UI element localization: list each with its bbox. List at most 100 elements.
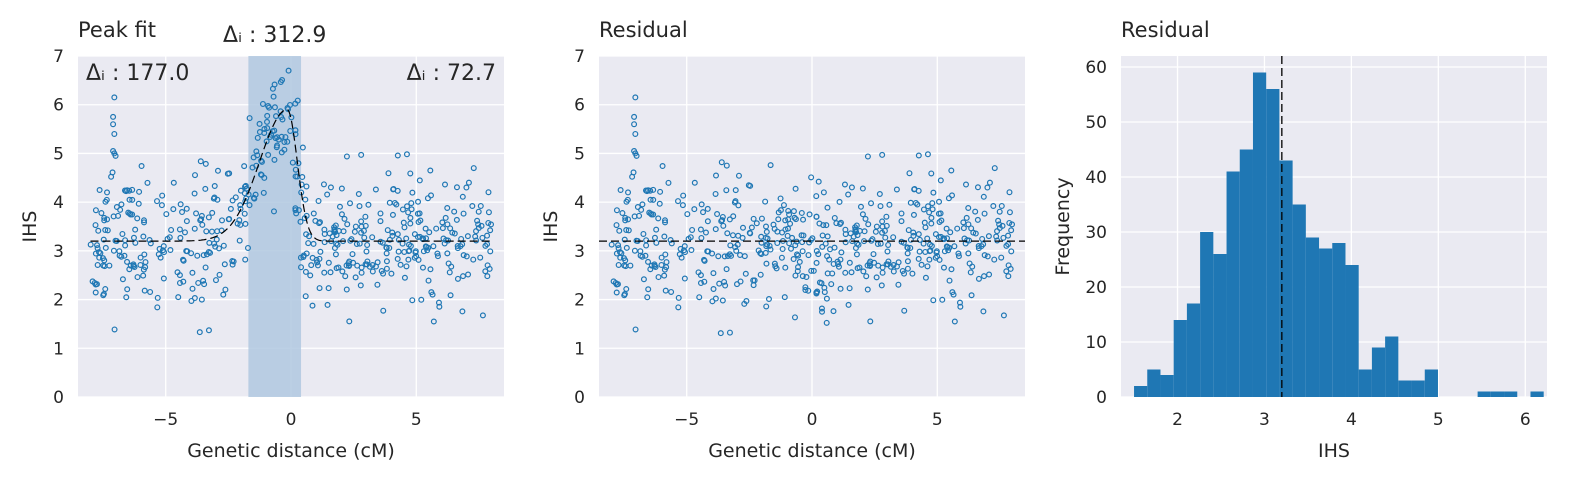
scatter-point	[384, 227, 391, 234]
scatter-point	[279, 116, 286, 123]
scatter-point	[790, 256, 797, 263]
scatter-point	[949, 289, 956, 296]
scatter-point	[845, 301, 852, 308]
scatter-point	[346, 258, 353, 265]
scatter-point	[904, 265, 911, 272]
scatter-point	[230, 258, 237, 265]
scatter-point	[436, 303, 443, 310]
scatter-point	[651, 234, 658, 241]
y-tick-label: 50	[1085, 113, 1107, 133]
scatter-point	[709, 250, 716, 257]
scatter-point	[341, 215, 348, 222]
scatter-point	[104, 216, 111, 223]
y-axis-label: IHS	[19, 211, 41, 243]
scatter-point	[479, 234, 486, 241]
scatter-point	[834, 258, 841, 265]
scatter-point	[697, 280, 704, 287]
scatter-point	[659, 163, 666, 170]
scatter-point	[824, 253, 831, 260]
scatter-point	[459, 193, 466, 200]
scatter-point	[136, 188, 143, 195]
scatter-point	[719, 217, 726, 224]
scatter-point	[418, 296, 425, 303]
scatter-point	[324, 191, 331, 198]
scatter-point	[256, 120, 263, 127]
scatter-point	[191, 190, 198, 197]
scatter-point	[623, 227, 630, 234]
scatter-point	[661, 272, 668, 279]
scatter-point	[453, 216, 460, 223]
scatter-point	[617, 186, 624, 193]
scatter-point	[963, 181, 970, 188]
scatter-point	[613, 289, 620, 296]
scatter-point	[972, 208, 979, 215]
histogram-bar	[1279, 160, 1293, 397]
scatter-point	[298, 181, 305, 188]
scatter-point	[343, 262, 350, 269]
scatter-point	[848, 269, 855, 276]
scatter-point	[647, 196, 654, 203]
scatter-point	[750, 215, 757, 222]
scatter-point	[940, 264, 947, 271]
scatter-point	[910, 229, 917, 236]
scatter-point	[250, 154, 257, 161]
scatter-point	[985, 233, 992, 240]
scatter-point	[200, 277, 207, 284]
scatter-point	[743, 297, 750, 304]
scatter-point	[643, 237, 650, 244]
scatter-point	[188, 250, 195, 257]
scatter-point	[981, 273, 988, 280]
scatter-point	[792, 272, 799, 279]
scatter-point	[792, 242, 799, 249]
scatter-point	[645, 286, 652, 293]
scatter-point	[101, 214, 108, 221]
scatter-point	[479, 312, 486, 319]
scatter-point	[201, 281, 208, 288]
scatter-point	[126, 187, 133, 194]
scatter-point	[803, 274, 810, 281]
x-axis-label: Genetic distance (cM)	[187, 440, 395, 462]
scatter-point	[995, 217, 1002, 224]
scatter-point	[658, 261, 665, 268]
scatter-point	[222, 286, 229, 293]
scatter-point	[243, 195, 250, 202]
scatter-point	[792, 216, 799, 223]
scatter-point	[202, 185, 209, 192]
scatter-point	[405, 209, 412, 216]
scatter-point	[465, 179, 472, 186]
scatter-point	[813, 248, 820, 255]
scatter-point	[650, 196, 657, 203]
scatter-point	[730, 213, 737, 220]
scatter-point	[965, 204, 972, 211]
scatter-point	[386, 236, 393, 243]
scatter-point	[265, 151, 272, 158]
scatter-point	[786, 211, 793, 218]
scatter-point	[687, 234, 694, 241]
scatter-point	[405, 256, 412, 263]
scatter-point	[183, 218, 190, 225]
scatter-point	[704, 205, 711, 212]
scatter-point	[183, 248, 190, 255]
scatter-point	[914, 201, 921, 208]
scatter-point	[782, 217, 789, 224]
scatter-point	[183, 205, 190, 212]
histogram-bar	[1411, 380, 1425, 397]
scatter-point	[346, 318, 353, 325]
scatter-point	[710, 270, 717, 277]
scatter-point	[420, 248, 427, 255]
scatter-point	[212, 277, 219, 284]
scatter-point	[702, 229, 709, 236]
scatter-point	[389, 232, 396, 239]
scatter-point	[842, 269, 849, 276]
scatter-point	[813, 193, 820, 200]
histogram-bar	[1252, 72, 1267, 397]
scatter-point	[996, 208, 1003, 215]
scatter-point	[651, 262, 658, 269]
scatter-point	[427, 266, 434, 273]
scatter-point	[320, 181, 327, 188]
x-axis-label: Genetic distance (cM)	[708, 440, 916, 462]
scatter-point	[163, 211, 170, 218]
scatter-point	[615, 242, 622, 249]
scatter-point	[779, 229, 786, 236]
histogram-bar	[1504, 391, 1518, 397]
